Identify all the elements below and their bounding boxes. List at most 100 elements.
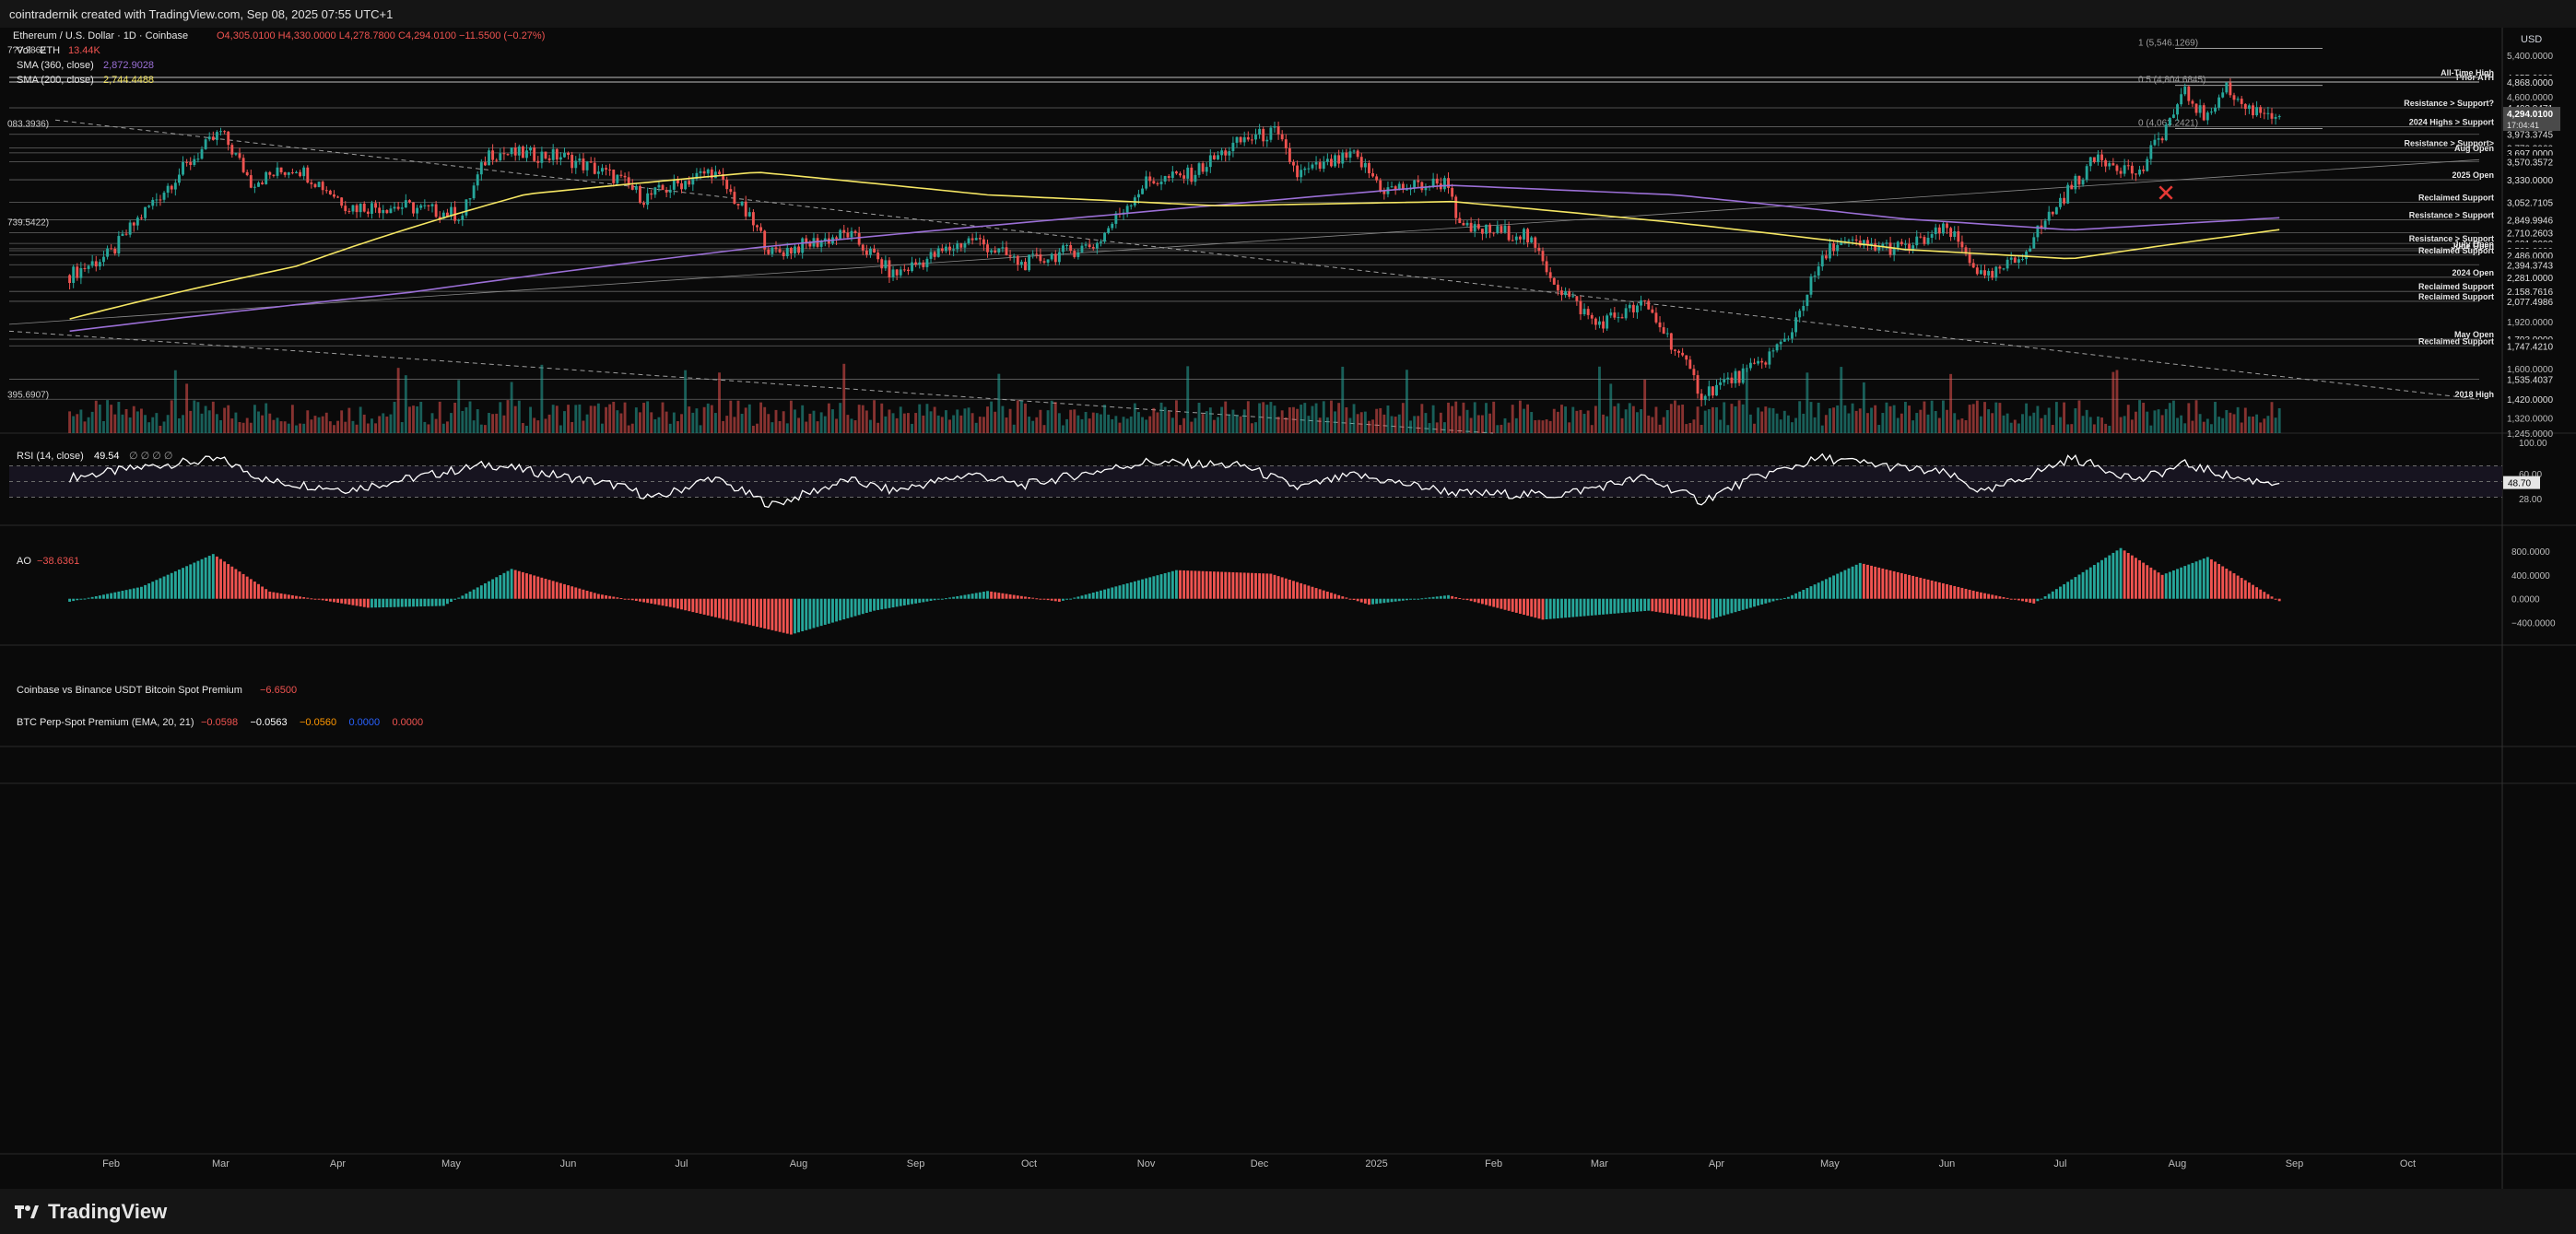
ao-bar: [1640, 598, 1642, 612]
candle-body: [1514, 236, 1518, 241]
candle-body: [1975, 267, 1979, 275]
time-axis-tick: May: [1820, 1158, 1840, 1169]
ao-bar: [1345, 597, 1348, 599]
candle-body: [76, 266, 79, 278]
candle-body: [2142, 170, 2146, 171]
clipped-drawing-label: 739.5422): [7, 218, 49, 229]
ao-bar: [261, 586, 265, 599]
volume-bar: [940, 417, 944, 433]
volume-bar: [1723, 402, 1726, 433]
volume-bar: [2157, 409, 2160, 433]
volume-bar: [555, 405, 559, 433]
price-tag-bg: [2503, 285, 2560, 298]
candle-body: [2081, 180, 2085, 185]
volume-bar: [419, 402, 423, 433]
ao-bar: [382, 598, 385, 608]
candle-body: [1775, 344, 1779, 351]
candle-body: [102, 256, 105, 263]
ao-bar: [585, 590, 589, 599]
ao-bar: [2029, 598, 2032, 604]
ao-bar: [782, 598, 785, 633]
ao-bar: [1836, 573, 1840, 599]
ao-bar: [944, 598, 947, 600]
candle-body: [299, 171, 302, 177]
ao-bar: [457, 597, 461, 599]
ao-bar: [1300, 582, 1303, 599]
candle-body: [547, 158, 551, 160]
volume-bar: [1854, 410, 1858, 433]
candle-body: [173, 182, 177, 190]
volume-bar: [574, 405, 578, 433]
volume-bar: [336, 420, 340, 433]
candle-body: [1900, 241, 1903, 245]
volume-bar: [502, 415, 506, 433]
ao-bar: [132, 588, 135, 599]
volume-bar: [1239, 416, 1242, 433]
volume-bar: [2209, 424, 2213, 433]
candle-body: [2146, 159, 2149, 171]
volume-bar: [76, 414, 79, 433]
ao-bar: [1095, 591, 1099, 599]
candle-body: [533, 147, 536, 161]
volume-bar: [1246, 401, 1250, 433]
ao-bar: [182, 568, 184, 599]
ao-bar: [2021, 598, 2024, 602]
volume-bar: [1575, 410, 1579, 433]
candle-body: [639, 186, 641, 204]
ao-bar: [257, 583, 260, 599]
ao-bar: [189, 564, 193, 599]
candle-body: [445, 212, 449, 217]
ao-bar: [1265, 573, 1269, 599]
volume-bar: [438, 401, 441, 433]
volume-bar: [1409, 420, 1412, 433]
tradingview-logo[interactable]: TradingView: [13, 1198, 167, 1226]
candle-body: [219, 131, 222, 133]
candle-body: [1968, 253, 1971, 264]
ao-bar: [1888, 570, 1892, 599]
ao-bar: [1975, 591, 1979, 599]
ao-bar: [653, 598, 657, 605]
price-tag-bg: [2503, 75, 2560, 88]
price-axis-level: 3,052.7105: [2507, 198, 2553, 208]
candle-body: [434, 204, 438, 217]
volume-bar: [1598, 366, 1601, 433]
volume-bar: [1847, 413, 1851, 433]
volume-bar: [1806, 372, 1809, 433]
volume-bar: [627, 425, 630, 433]
ao-bar: [2066, 582, 2070, 599]
ao-bar: [1613, 598, 1617, 614]
ao-bar: [2225, 569, 2229, 599]
volume-bar: [1523, 408, 1525, 433]
candle-body: [695, 172, 699, 179]
perp-value: −0.0598: [201, 717, 238, 728]
candle-body: [1665, 333, 1669, 335]
volume-bar: [1771, 407, 1775, 433]
volume-bar: [2077, 400, 2081, 433]
descending-trendline: [54, 119, 2480, 400]
candle-body: [1602, 321, 1605, 329]
candle-body: [479, 162, 483, 175]
volume-bar: [1095, 413, 1099, 433]
candle-body: [1334, 155, 1337, 167]
candle-body: [1930, 234, 1934, 238]
volume-bar: [691, 412, 695, 433]
ao-bar: [94, 595, 98, 599]
candle-body: [1024, 262, 1027, 271]
candle-body: [272, 174, 276, 176]
ao-bar: [1303, 584, 1307, 599]
volume-bar: [1613, 405, 1617, 433]
sma-200-line: [69, 171, 2280, 320]
volume-bar: [1941, 400, 1945, 433]
fib-level-label: 0 (4,063.2421): [2138, 118, 2198, 128]
volume-bar: [1658, 424, 1662, 433]
ao-bar: [1919, 577, 1923, 599]
ao-bar: [124, 590, 128, 599]
ao-bar: [1764, 598, 1768, 604]
volume-bar: [1564, 406, 1568, 433]
volume-bar: [672, 412, 676, 433]
ao-bar: [1276, 576, 1280, 599]
ao-bar: [1250, 572, 1253, 599]
ao-bar: [499, 575, 502, 599]
candle-body: [1858, 241, 1862, 246]
